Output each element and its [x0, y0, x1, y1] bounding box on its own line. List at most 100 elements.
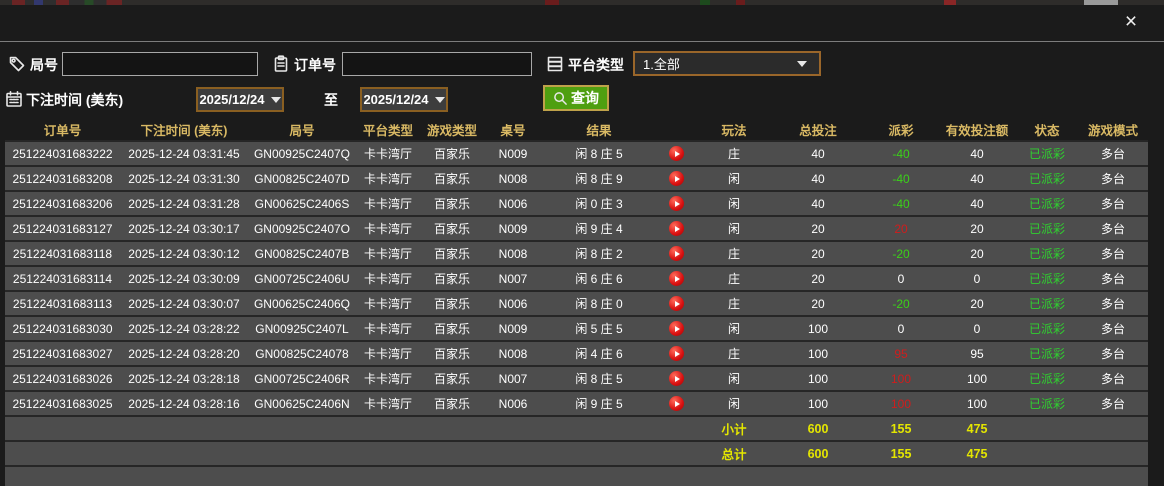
cell-platform: 卡卡湾厅: [356, 191, 420, 217]
cell-valid-bet: 100: [938, 366, 1016, 392]
subtotal-label: 小计: [696, 416, 772, 442]
cell-platform: 卡卡湾厅: [356, 266, 420, 292]
cell-round-id: GN00925C2407Q: [248, 141, 356, 167]
date-to-value: 2025/12/24: [363, 92, 429, 107]
cell-total-bet: 100: [772, 391, 864, 417]
date-to-picker[interactable]: 2025/12/24: [360, 87, 448, 112]
cell-payout: 0: [864, 316, 938, 342]
list-icon: [546, 55, 564, 73]
table-row[interactable]: 251224031683025 2025-12-24 03:28:16 GN00…: [5, 391, 1148, 417]
platform-type-select[interactable]: 1.全部: [633, 51, 821, 76]
cell-table-no: N008: [484, 241, 542, 267]
cell-game-mode: 多台: [1078, 241, 1148, 267]
cell-round-id: GN00625C2406Q: [248, 291, 356, 317]
table-row[interactable]: 251224031683206 2025-12-24 03:31:28 GN00…: [5, 191, 1148, 217]
cell-round-id: GN00725C2406R: [248, 366, 356, 392]
cell-round-id: GN00925C2407O: [248, 216, 356, 242]
cell-total-bet: 20: [772, 241, 864, 267]
cell-play: 闲: [696, 391, 772, 417]
filter-panel: 局号 订单号 平台类型 1.全部 下注时间 (美东) 2025/12/24 至 …: [0, 42, 1164, 118]
cell-table-no: N008: [484, 341, 542, 367]
col-total-bet: 总投注: [772, 118, 864, 142]
subtotal-valid-bet: 475: [938, 416, 1016, 442]
cell-total-bet: 20: [772, 266, 864, 292]
cell-status: 已派彩: [1016, 341, 1078, 367]
cell-game-type: 百家乐: [420, 141, 484, 167]
cell-platform: 卡卡湾厅: [356, 216, 420, 242]
cell-order-id: 251224031683030: [5, 316, 120, 342]
col-status: 状态: [1016, 118, 1078, 142]
cell-play: 庄: [696, 291, 772, 317]
bet-time-label: 下注时间 (美东): [26, 92, 124, 108]
round-id-input[interactable]: [62, 52, 258, 76]
play-replay-icon[interactable]: [668, 246, 684, 262]
cell-bet-time: 2025-12-24 03:28:20: [120, 341, 248, 367]
play-replay-icon[interactable]: [668, 196, 684, 212]
cell-valid-bet: 40: [938, 141, 1016, 167]
date-from-picker[interactable]: 2025/12/24: [196, 87, 284, 112]
play-replay-icon[interactable]: [668, 296, 684, 312]
col-valid-bet: 有效投注额: [938, 118, 1016, 142]
cell-bet-time: 2025-12-24 03:30:12: [120, 241, 248, 267]
table-row[interactable]: 251224031683222 2025-12-24 03:31:45 GN00…: [5, 141, 1148, 167]
cell-round-id: GN00625C2406S: [248, 191, 356, 217]
search-button[interactable]: 查询: [543, 85, 609, 111]
table-row[interactable]: 251224031683208 2025-12-24 03:31:30 GN00…: [5, 166, 1148, 192]
cell-total-bet: 40: [772, 141, 864, 167]
dialog-titlebar: ×: [0, 5, 1164, 42]
cell-payout: -20: [864, 241, 938, 267]
cell-platform: 卡卡湾厅: [356, 341, 420, 367]
table-row[interactable]: 251224031683113 2025-12-24 03:30:07 GN00…: [5, 291, 1148, 317]
table-row[interactable]: 251224031683026 2025-12-24 03:28:18 GN00…: [5, 366, 1148, 392]
cell-game-mode: 多台: [1078, 341, 1148, 367]
play-replay-icon[interactable]: [668, 171, 684, 187]
cell-payout: -40: [864, 141, 938, 167]
calendar-icon: [5, 90, 23, 108]
col-platform: 平台类型: [356, 118, 420, 142]
cell-bet-time: 2025-12-24 03:28:16: [120, 391, 248, 417]
cell-payout: 95: [864, 341, 938, 367]
close-icon[interactable]: ×: [1124, 10, 1138, 33]
cell-payout: 100: [864, 391, 938, 417]
cell-replay: [656, 266, 696, 292]
cell-order-id: 251224031683113: [5, 291, 120, 317]
table-row[interactable]: 251224031683027 2025-12-24 03:28:20 GN00…: [5, 341, 1148, 367]
play-replay-icon[interactable]: [668, 396, 684, 412]
order-id-input[interactable]: [342, 52, 532, 76]
table-row[interactable]: 251224031683114 2025-12-24 03:30:09 GN00…: [5, 266, 1148, 292]
cell-round-id: GN00825C24078: [248, 341, 356, 367]
cell-payout: 100: [864, 366, 938, 392]
cell-round-id: GN00825C2407D: [248, 166, 356, 192]
play-replay-icon[interactable]: [668, 146, 684, 162]
table-row[interactable]: 251224031683030 2025-12-24 03:28:22 GN00…: [5, 316, 1148, 342]
cell-result: 闲 8 庄 2: [542, 241, 656, 267]
table-row[interactable]: 251224031683118 2025-12-24 03:30:12 GN00…: [5, 241, 1148, 267]
cell-platform: 卡卡湾厅: [356, 391, 420, 417]
cell-game-mode: 多台: [1078, 166, 1148, 192]
cell-game-type: 百家乐: [420, 241, 484, 267]
cell-total-bet: 100: [772, 366, 864, 392]
cell-table-no: N007: [484, 366, 542, 392]
background-page-edge: [0, 0, 1164, 5]
cell-game-type: 百家乐: [420, 266, 484, 292]
round-id-label: 局号: [30, 57, 58, 73]
cell-valid-bet: 0: [938, 266, 1016, 292]
play-replay-icon[interactable]: [668, 321, 684, 337]
cell-platform: 卡卡湾厅: [356, 141, 420, 167]
cell-payout: 20: [864, 216, 938, 242]
play-replay-icon[interactable]: [668, 346, 684, 362]
play-replay-icon[interactable]: [668, 221, 684, 237]
cell-total-bet: 20: [772, 291, 864, 317]
cell-bet-time: 2025-12-24 03:30:07: [120, 291, 248, 317]
play-replay-icon[interactable]: [668, 271, 684, 287]
cell-status: 已派彩: [1016, 191, 1078, 217]
cell-valid-bet: 40: [938, 166, 1016, 192]
table-row[interactable]: 251224031683127 2025-12-24 03:30:17 GN00…: [5, 216, 1148, 242]
cell-payout: -40: [864, 166, 938, 192]
cell-game-mode: 多台: [1078, 366, 1148, 392]
play-replay-icon[interactable]: [668, 371, 684, 387]
cell-order-id: 251224031683027: [5, 341, 120, 367]
cell-play: 庄: [696, 341, 772, 367]
cell-replay: [656, 316, 696, 342]
subtotal-payout: 155: [864, 416, 938, 442]
